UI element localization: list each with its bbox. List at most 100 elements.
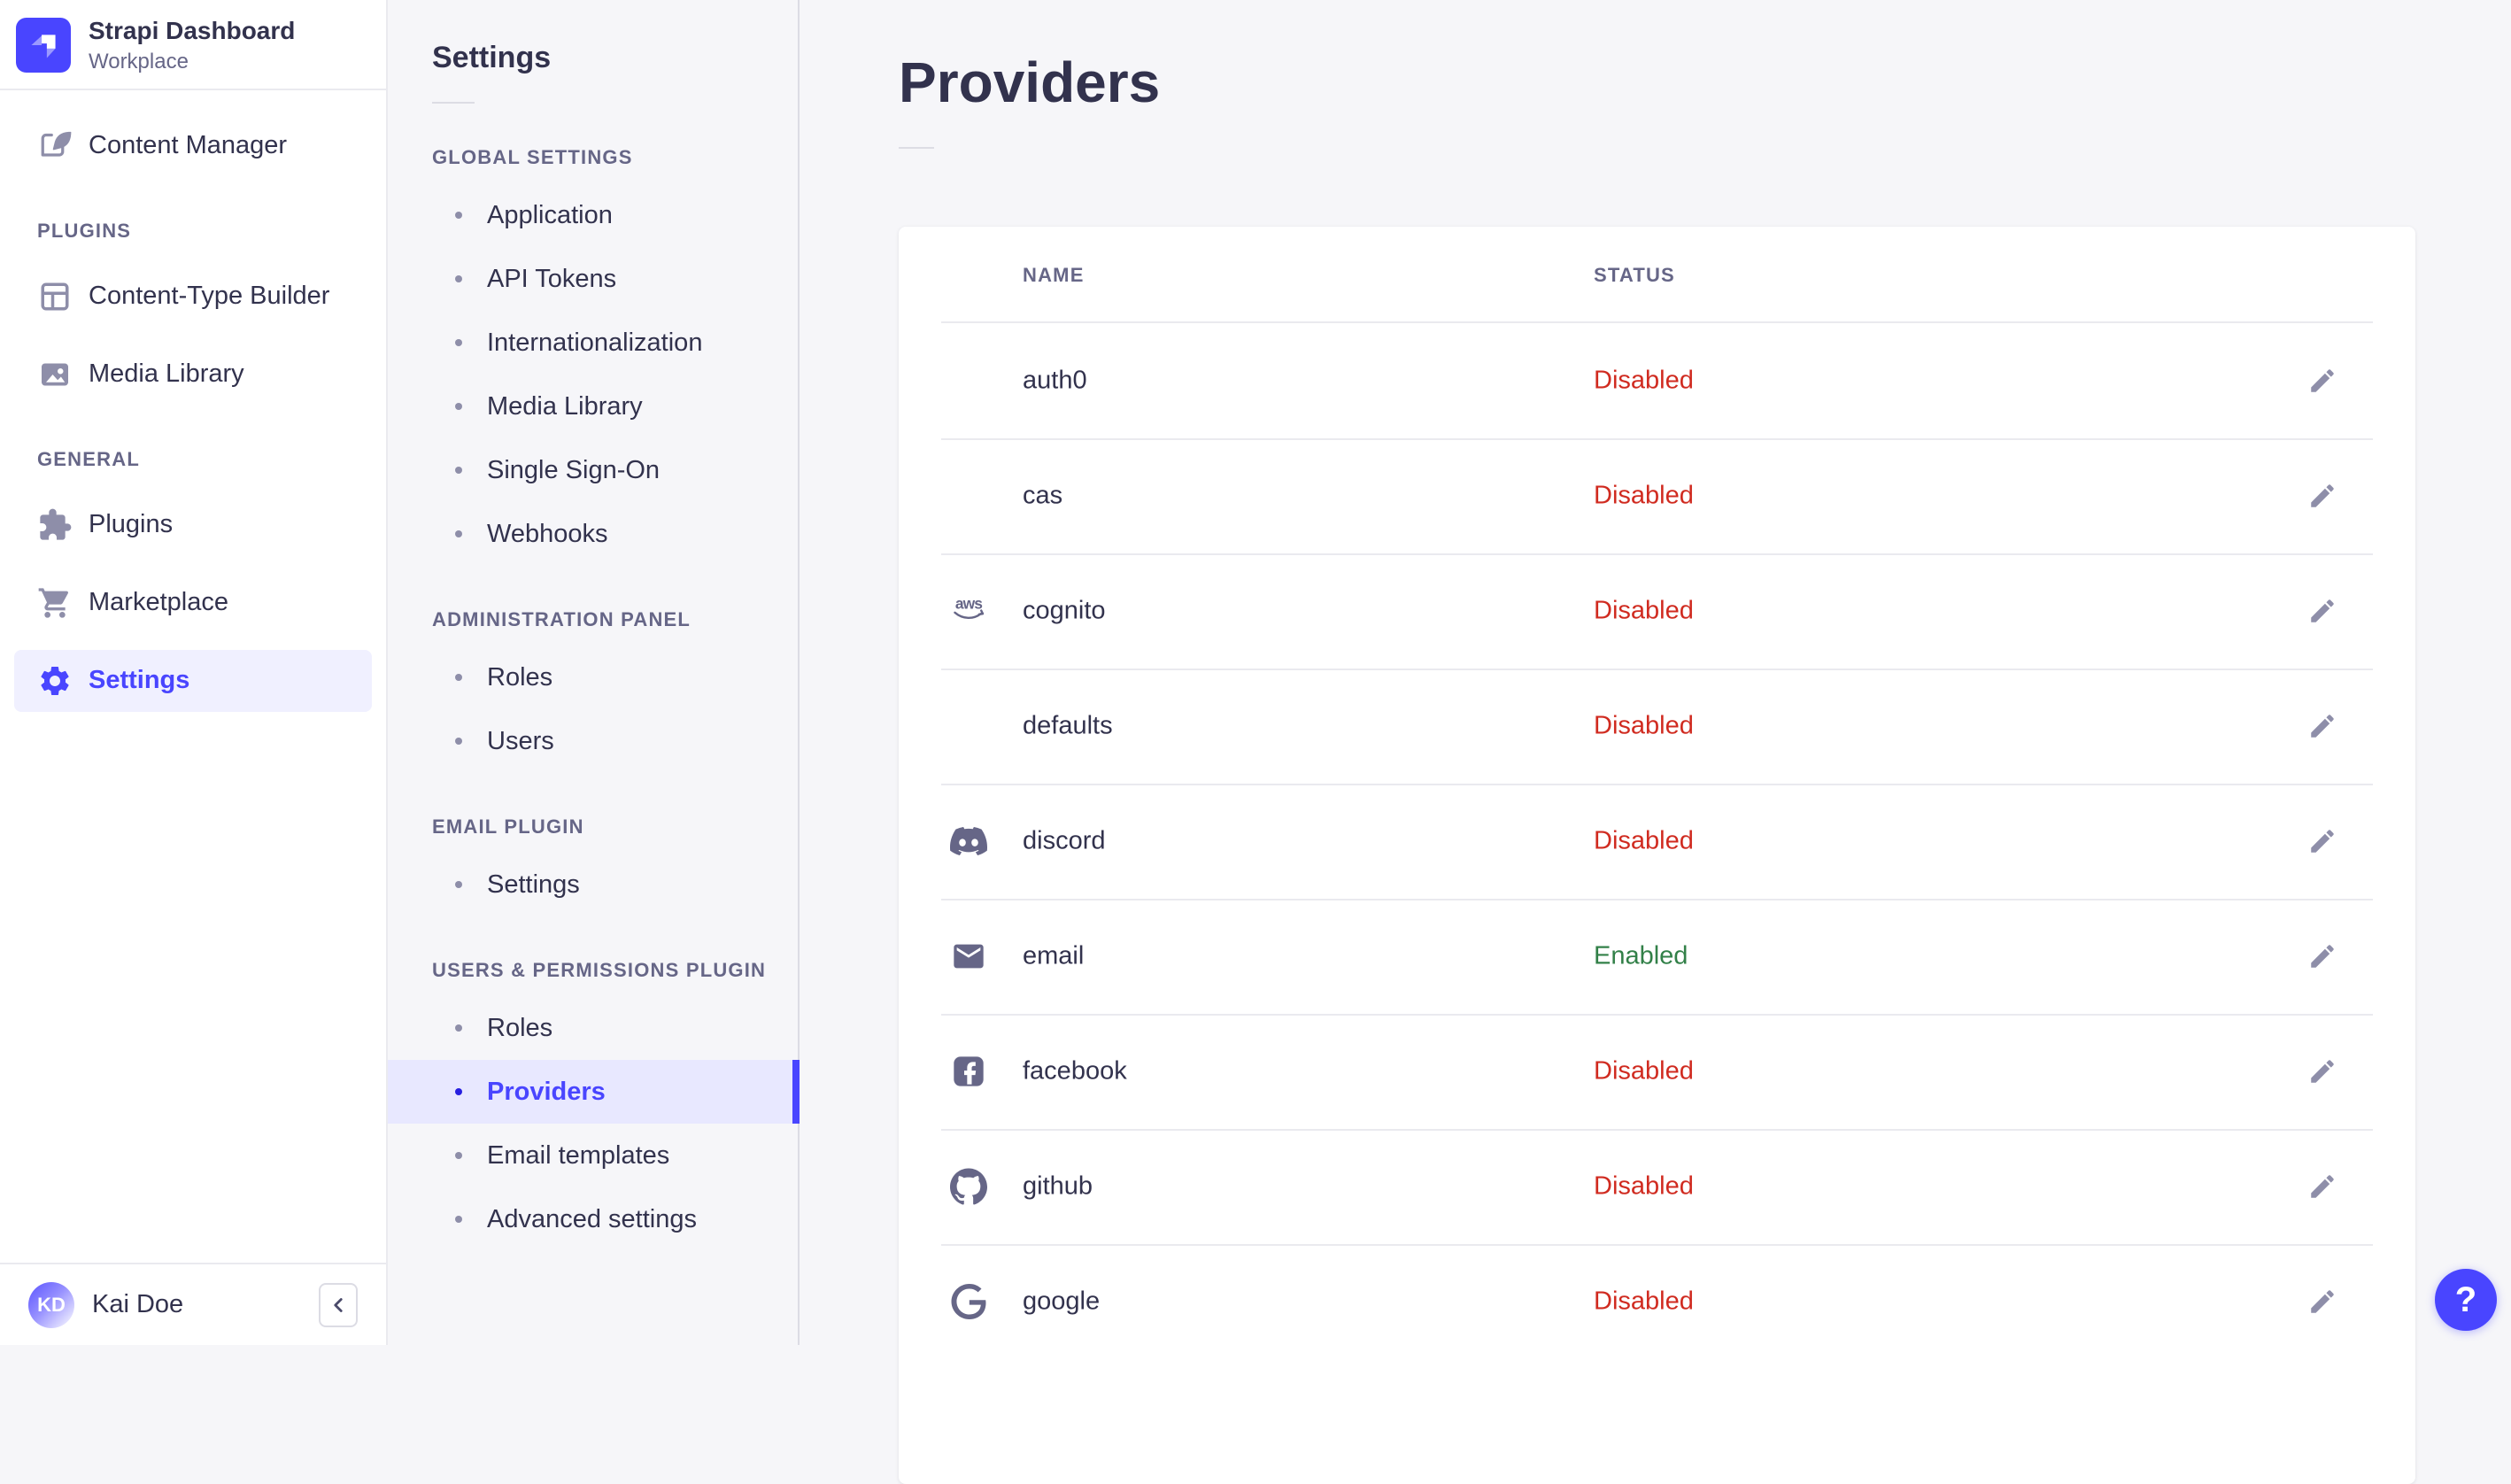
pencil-icon (2307, 941, 2337, 971)
sidebar-item-marketplace[interactable]: Marketplace (14, 572, 372, 634)
sidebar-item-label: Media Library (89, 359, 244, 389)
sidebar-item-label: Content-Type Builder (89, 282, 330, 311)
svg-text:aws: aws (955, 594, 982, 612)
status-badge: Disabled (1594, 481, 1694, 510)
subnav-title: Settings (432, 41, 552, 74)
bullet-icon (455, 530, 462, 537)
edit-provider-button[interactable] (2303, 591, 2342, 630)
bullet-icon (455, 1024, 462, 1032)
table-row: cas Disabled (899, 438, 2415, 553)
brand-divider (0, 88, 386, 90)
page-title: Providers (899, 50, 1161, 114)
edit-provider-button[interactable] (2303, 361, 2342, 400)
nav-section-label: PLUGINS (37, 219, 132, 242)
table-row: google Disabled (899, 1244, 2415, 1359)
subnav-item-single-sign-on[interactable]: Single Sign-On (388, 438, 798, 502)
brand[interactable]: Strapi Dashboard Workplace (0, 0, 386, 89)
subnav-item-application[interactable]: Application (388, 183, 798, 247)
sidebar-item-settings[interactable]: Settings (14, 649, 372, 712)
subnav-item-media-library[interactable]: Media Library (388, 375, 798, 438)
subnav-item-internationalization[interactable]: Internationalization (388, 311, 798, 375)
subnav-item-email-templates[interactable]: Email templates (388, 1124, 798, 1187)
subnav-item-label: Roles (487, 662, 553, 692)
pencil-icon (2307, 481, 2337, 511)
user-name: Kai Doe (92, 1290, 184, 1318)
sidebar-item-label: Plugins (89, 510, 174, 539)
table-row: aws cognito Disabled (899, 553, 2415, 669)
edit-provider-button[interactable] (2303, 1167, 2342, 1206)
table-row: discord Disabled (899, 784, 2415, 899)
pencil-icon (2307, 1056, 2337, 1086)
subnav-item-label: Media Library (487, 391, 643, 421)
bullet-icon (455, 212, 462, 219)
subnav-item-label: Email templates (487, 1140, 670, 1170)
help-button[interactable]: ? (2435, 1269, 2497, 1331)
sidebar-item-plugins[interactable]: Plugins (14, 494, 372, 556)
bullet-icon (455, 1152, 462, 1159)
bullet-icon (455, 881, 462, 888)
subnav-item-webhooks[interactable]: Webhooks (388, 502, 798, 566)
content-type-builder-icon (37, 279, 73, 314)
email-icon (949, 937, 988, 976)
content-manager-icon (37, 128, 73, 164)
strapi-logo-icon (16, 17, 71, 73)
left-sidebar: Strapi Dashboard Workplace Content Manag… (0, 0, 388, 1345)
provider-name: email (1023, 941, 1085, 970)
edit-provider-button[interactable] (2303, 707, 2342, 746)
nav-section-label: GENERAL (37, 447, 140, 470)
sidebar-item-content-manager[interactable]: Content Manager (14, 115, 372, 177)
google-icon (949, 1282, 988, 1321)
sidebar-item-label: Marketplace (89, 588, 228, 617)
gear-icon (37, 663, 73, 699)
subnav-sections: GLOBAL SETTINGS Application API Tokens Inte… (388, 146, 800, 1251)
github-icon (949, 1167, 988, 1206)
subnav-item-settings[interactable]: Settings (388, 853, 798, 916)
subnav-item-api-tokens[interactable]: API Tokens (388, 247, 798, 311)
subnav-item-roles[interactable]: Roles (388, 645, 798, 709)
status-badge: Disabled (1594, 711, 1694, 740)
subnav-item-label: Settings (487, 870, 580, 899)
table-row: auth0 Disabled (899, 323, 2415, 438)
provider-name: github (1023, 1171, 1093, 1201)
pencil-icon (2307, 826, 2337, 856)
provider-name: facebook (1023, 1056, 1127, 1086)
sidebar-item-media-library[interactable]: Media Library (14, 344, 372, 406)
edit-provider-button[interactable] (2303, 822, 2342, 861)
cart-icon (37, 585, 73, 621)
subnav-item-roles[interactable]: Roles (388, 996, 798, 1060)
table-row: email Enabled (899, 899, 2415, 1014)
subnav-item-advanced-settings[interactable]: Advanced settings (388, 1187, 798, 1251)
edit-provider-button[interactable] (2303, 1282, 2342, 1321)
providers-table-card: NAME STATUS auth0 Disabled cas Disabled aws c… (899, 227, 2415, 1484)
page-title-divider (899, 147, 934, 149)
collapse-sidebar-button[interactable] (319, 1282, 358, 1327)
status-badge: Disabled (1594, 1171, 1694, 1201)
subnav-item-label: Users (487, 726, 554, 755)
edit-provider-button[interactable] (2303, 1052, 2342, 1091)
sidebar-item-content-type-builder[interactable]: Content-Type Builder (14, 266, 372, 328)
subnav-item-label: Providers (487, 1077, 606, 1106)
column-header-name: NAME (1023, 263, 1085, 286)
subnav-section-label: EMAIL PLUGIN (432, 815, 584, 838)
edit-provider-button[interactable] (2303, 937, 2342, 976)
edit-provider-button[interactable] (2303, 476, 2342, 515)
pencil-icon (2307, 596, 2337, 626)
status-badge: Enabled (1594, 941, 1688, 970)
bullet-icon (455, 275, 462, 282)
subnav-section-label: GLOBAL SETTINGS (432, 146, 633, 168)
discord-icon (949, 822, 988, 861)
subnav-item-providers[interactable]: Providers (388, 1060, 800, 1124)
avatar[interactable]: KD (28, 1281, 74, 1328)
sidebar-item-label: Settings (89, 666, 190, 695)
facebook-icon (949, 1052, 988, 1091)
subnav-section-label: USERS & PERMISSIONS PLUGIN (432, 959, 767, 981)
pencil-icon (2307, 711, 2337, 741)
subnav-item-users[interactable]: Users (388, 709, 798, 773)
subnav-item-label: API Tokens (487, 264, 617, 293)
subnav-title-divider (432, 102, 475, 104)
provider-name: defaults (1023, 711, 1113, 740)
provider-name: discord (1023, 826, 1106, 855)
question-icon: ? (2454, 1279, 2477, 1319)
sidebar-item-label: Content Manager (89, 131, 288, 160)
workspace-label: Workplace (89, 49, 189, 73)
